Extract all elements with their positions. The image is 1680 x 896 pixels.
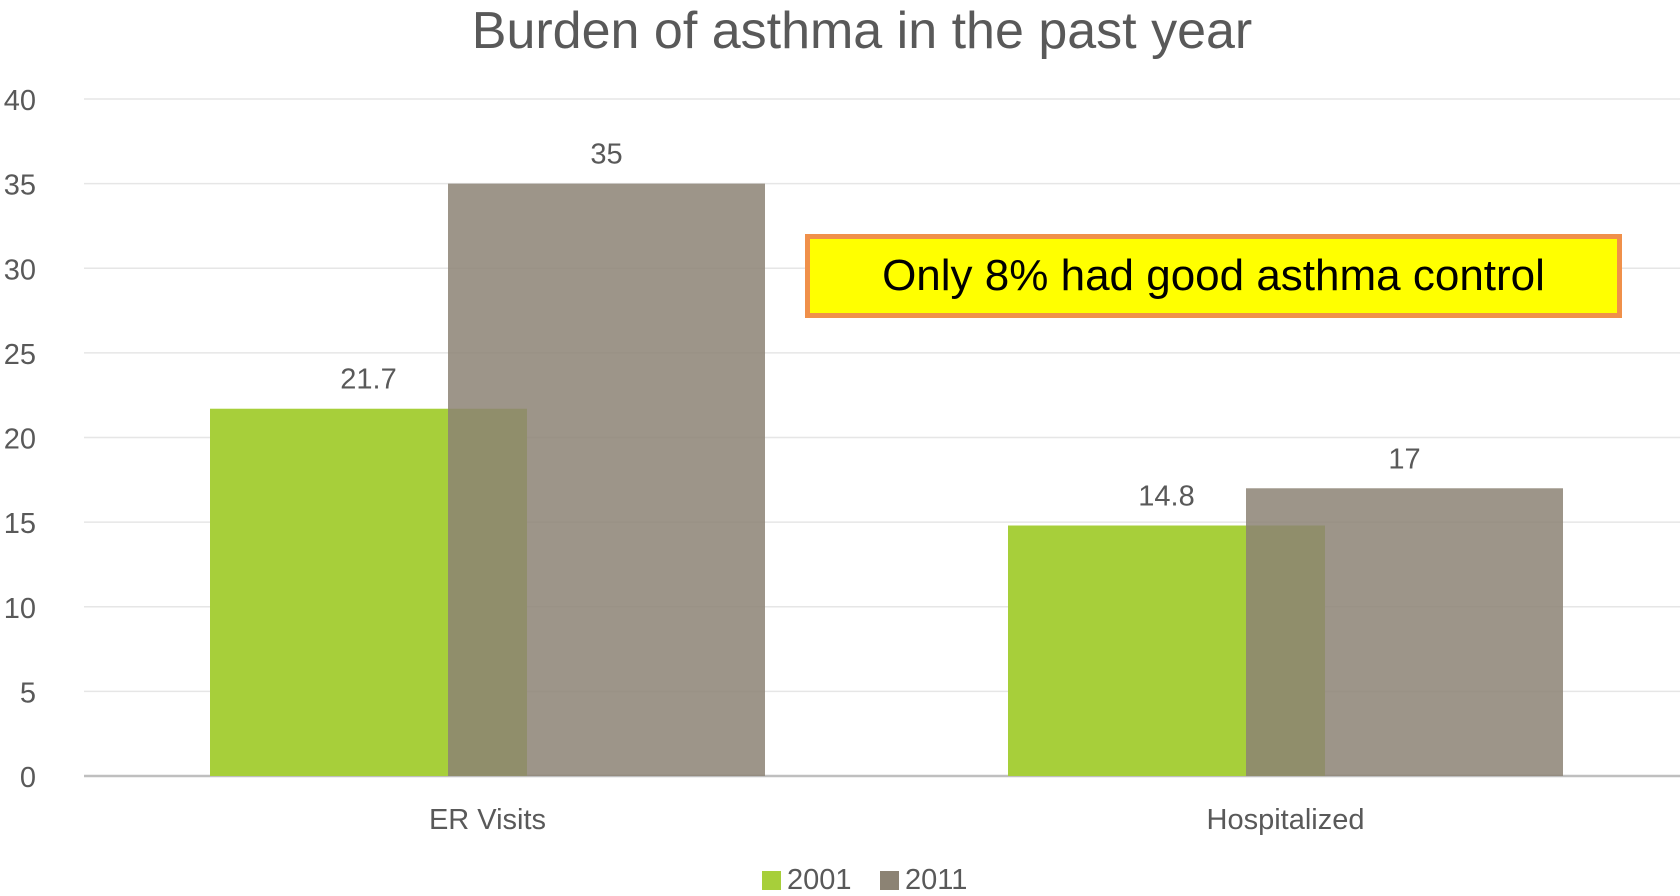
y-tick-label: 5: [20, 677, 36, 709]
legend-label: 2001: [787, 864, 852, 896]
data-labels: 21.7 35 14.8 17: [340, 139, 1420, 513]
y-tick-label: 0: [20, 762, 36, 794]
annotation-text: Only 8% had good asthma control: [882, 251, 1545, 300]
y-tick-label: 40: [4, 85, 36, 117]
legend-label: 2011: [905, 864, 967, 896]
legend-swatch-2001: [762, 871, 781, 890]
data-label: 21.7: [340, 364, 396, 396]
legend: 2001 2011: [762, 864, 967, 896]
x-category-label: Hospitalized: [1207, 804, 1365, 836]
y-tick-label: 10: [4, 593, 36, 625]
y-tick-label: 25: [4, 339, 36, 371]
chart-title: Burden of asthma in the past year: [472, 2, 1252, 60]
data-label: 35: [590, 139, 622, 171]
y-axis-ticks: 0 5 10 15 20 25 30 35 40: [4, 85, 36, 794]
data-label: 17: [1388, 443, 1420, 475]
bars: [210, 183, 1563, 776]
annotation-callout: Only 8% had good asthma control: [805, 234, 1622, 318]
y-tick-label: 30: [4, 254, 36, 286]
x-axis-categories: ER Visits Hospitalized: [429, 804, 1365, 836]
bar-2011-hospitalized: [1246, 488, 1563, 776]
legend-swatch-2011: [880, 871, 899, 890]
y-tick-label: 35: [4, 170, 36, 202]
y-tick-label: 15: [4, 508, 36, 540]
data-label: 14.8: [1138, 481, 1194, 513]
y-tick-label: 20: [4, 424, 36, 456]
bar-2011-er-visits: [448, 183, 765, 776]
x-category-label: ER Visits: [429, 804, 546, 836]
